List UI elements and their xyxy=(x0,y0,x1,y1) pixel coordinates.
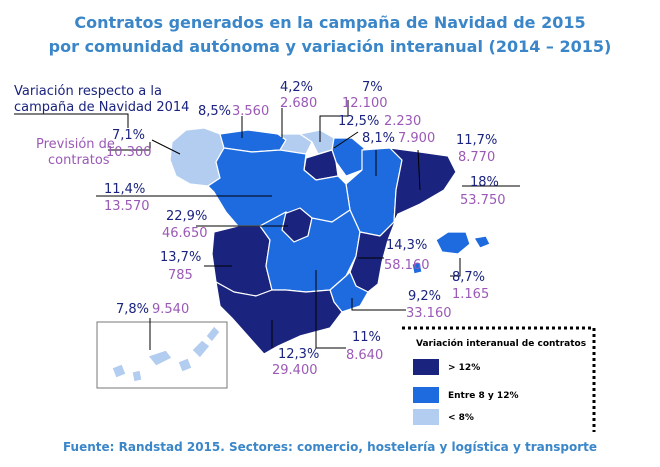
contracts-label-pais-vasco: 12.100 xyxy=(342,96,388,111)
key-variation-line1: Variación respecto a la xyxy=(14,84,162,99)
contracts-label-galicia: 10.300 xyxy=(106,145,152,160)
canarias-inset-frame xyxy=(96,321,228,389)
contracts-label-cantabria: 2.680 xyxy=(280,96,318,111)
contracts-label-extremadura: 785 xyxy=(168,268,193,283)
leader-lines xyxy=(14,100,520,350)
contracts-label-canarias: 9.540 xyxy=(152,302,190,317)
contracts-label-aragon: 8.770 xyxy=(458,150,496,165)
region-galicia xyxy=(169,127,225,187)
legend-border xyxy=(402,326,596,432)
variation-label-pais-vasco: 7% xyxy=(362,80,383,95)
contracts-label-asturias: 3.560 xyxy=(232,104,270,119)
variation-label-asturias: 8,5% xyxy=(198,104,232,119)
legend-title: Variación interanual de contratos xyxy=(416,339,587,349)
variation-label-galicia: 7,1% xyxy=(112,128,146,143)
key-forecast-line1: Previsión de xyxy=(36,137,115,152)
variation-label-aragon: 11,7% xyxy=(456,133,498,148)
contracts-label-murcia: 33.160 xyxy=(406,306,452,321)
contracts-label-la-rioja: 2.230 xyxy=(384,114,422,129)
region-canarias xyxy=(111,325,221,383)
key-variation-line2: campaña de Navidad 2014 xyxy=(14,100,190,115)
legend-swatch-high xyxy=(413,359,439,375)
key-forecast-line2: contratos xyxy=(48,153,110,168)
variation-label-navarra: 8,1% xyxy=(362,131,396,146)
map-title-line2: por comunidad autónoma y variación inter… xyxy=(48,37,612,56)
variation-label-canarias: 7,8% xyxy=(116,302,150,317)
region-baleares xyxy=(411,231,491,275)
contracts-label-castilla-leon: 13.570 xyxy=(104,199,150,214)
contracts-label-andalucia: 29.400 xyxy=(272,363,318,378)
map-title-line1: Contratos generados en la campaña de Nav… xyxy=(74,13,586,32)
region-cataluna xyxy=(389,147,457,223)
legend-label-mid: Entre 8 y 12% xyxy=(448,391,519,401)
variation-label-cataluna: 18% xyxy=(470,175,499,190)
variation-label-la-rioja: 12,5% xyxy=(338,114,380,129)
contracts-label-navarra: 7.900 xyxy=(398,131,436,146)
contracts-label-madrid: 46.650 xyxy=(162,226,208,241)
variation-label-andalucia: 12,3% xyxy=(278,347,320,362)
contracts-label-castilla-la-mancha: 8.640 xyxy=(346,348,384,363)
variation-label-castilla-leon: 11,4% xyxy=(104,182,146,197)
source-note: Fuente: Randstad 2015. Sectores: comerci… xyxy=(62,440,598,454)
region-andalucia xyxy=(215,281,343,355)
contracts-label-valencia: 58.160 xyxy=(384,258,430,273)
variation-label-valencia: 14,3% xyxy=(386,238,428,253)
variation-label-baleares: 8,7% xyxy=(452,270,486,285)
contracts-label-cataluna: 53.750 xyxy=(460,193,506,208)
legend-swatch-low xyxy=(413,409,439,425)
variation-label-castilla-la-mancha: 11% xyxy=(352,330,381,345)
contracts-label-baleares: 1.165 xyxy=(452,287,490,302)
variation-label-murcia: 9,2% xyxy=(408,289,442,304)
legend-label-low: < 8% xyxy=(448,413,474,423)
legend-label-high: > 12% xyxy=(448,363,481,373)
variation-label-madrid: 22,9% xyxy=(166,209,208,224)
variation-label-cantabria: 4,2% xyxy=(280,80,314,95)
region-valencia xyxy=(349,213,399,293)
legend-swatch-mid xyxy=(413,387,439,403)
variation-label-extremadura: 13,7% xyxy=(160,250,202,265)
